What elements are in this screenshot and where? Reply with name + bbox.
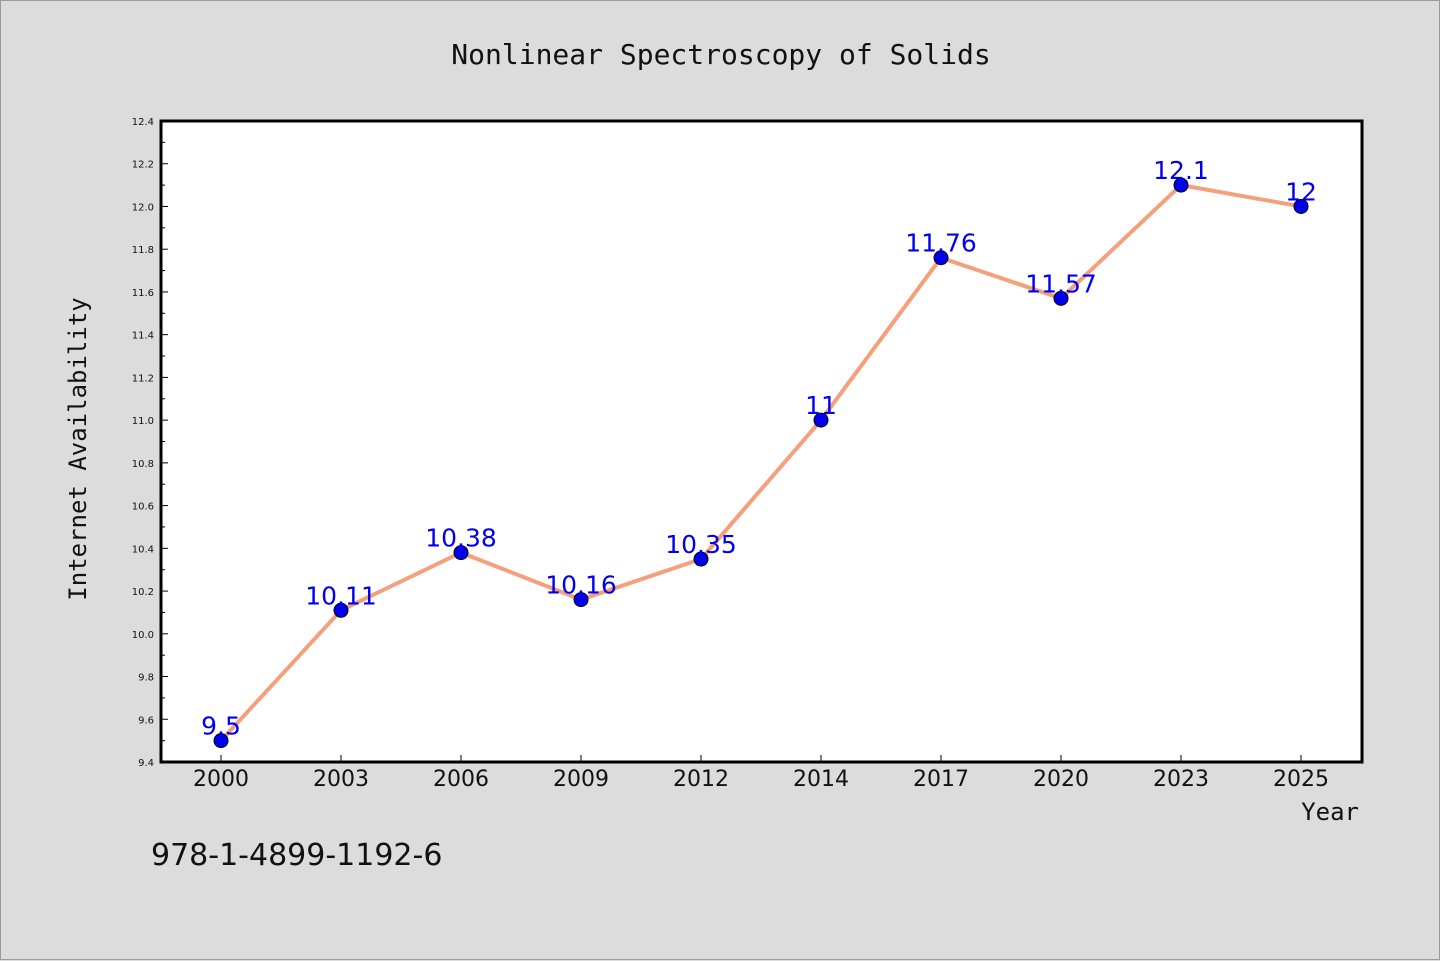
data-label: 11 [805, 391, 837, 420]
data-point [1053, 290, 1069, 306]
data-label: 10.35 [665, 530, 737, 559]
series-line [219, 183, 1302, 742]
y-axis-ticks: 9.4 9.6 9.8 10.0 10.2 10.4 10.6 10.8 11.0 11.2 11.… [132, 117, 168, 769]
y-tick-label: 9.8 [138, 673, 154, 684]
y-tick-label: 9.6 [138, 715, 154, 726]
data-label: 9.5 [201, 712, 241, 741]
data-point [213, 733, 229, 749]
plot-area [161, 121, 1362, 762]
data-point [453, 545, 469, 561]
data-point [813, 412, 829, 428]
data-labels-group: 9.5 10.11 10.38 10.16 10.35 11 11.76 11.57 12.1 1… [201, 156, 1317, 741]
y-tick-label: 12.0 [132, 202, 154, 213]
x-tick-label: 2003 [313, 767, 369, 792]
y-tick-label: 11.8 [132, 245, 154, 256]
y-tick-label: 10.8 [132, 459, 154, 470]
data-point [1173, 177, 1189, 193]
chart-title: Nonlinear Spectroscopy of Solids [451, 38, 990, 71]
x-tick-label: 2009 [553, 767, 609, 792]
data-label: 10.38 [425, 524, 497, 553]
y-tick-label: 9.4 [138, 758, 154, 769]
data-label: 10.16 [545, 571, 617, 600]
x-tick-label: 2012 [673, 767, 729, 792]
data-point [573, 592, 589, 608]
plot-frame [159, 119, 1364, 764]
data-point [933, 250, 949, 266]
y-tick-label: 11.2 [132, 373, 154, 384]
series-group [213, 177, 1309, 749]
data-label: 12 [1285, 177, 1317, 206]
data-label: 11.76 [905, 229, 977, 258]
y-tick-label: 12.2 [132, 160, 154, 171]
data-point [1293, 198, 1309, 214]
x-tick-label: 2025 [1273, 767, 1329, 792]
x-tick-label: 2014 [793, 767, 849, 792]
y-tick-label: 10.6 [132, 502, 154, 513]
y-tick-label: 12.4 [132, 117, 154, 128]
y-tick-label: 10.0 [132, 630, 154, 641]
isbn-annotation: 978-1-4899-1192-6 [151, 838, 442, 873]
y-tick-label: 10.2 [132, 587, 154, 598]
x-tick-label: 2020 [1033, 767, 1089, 792]
data-label: 12.1 [1153, 156, 1209, 185]
x-tick-label: 2017 [913, 767, 969, 792]
x-axis-label: Year [1301, 798, 1359, 826]
y-axis-label: Internet Availability [64, 297, 92, 600]
x-tick-label: 2000 [193, 767, 249, 792]
y-tick-label: 11.0 [132, 416, 154, 427]
y-tick-label: 10.4 [132, 544, 154, 555]
data-label: 11.57 [1025, 269, 1097, 298]
x-tick-label: 2006 [433, 767, 489, 792]
y-tick-label: 11.6 [132, 288, 154, 299]
y-tick-label: 11.4 [132, 331, 154, 342]
data-point [693, 551, 709, 567]
data-point [333, 602, 349, 618]
x-axis-ticks: 2000 2003 2006 2009 2012 2014 2017 2020 2023 2025 [193, 755, 1329, 792]
x-tick-label: 2023 [1153, 767, 1209, 792]
data-label: 10.11 [305, 581, 377, 610]
